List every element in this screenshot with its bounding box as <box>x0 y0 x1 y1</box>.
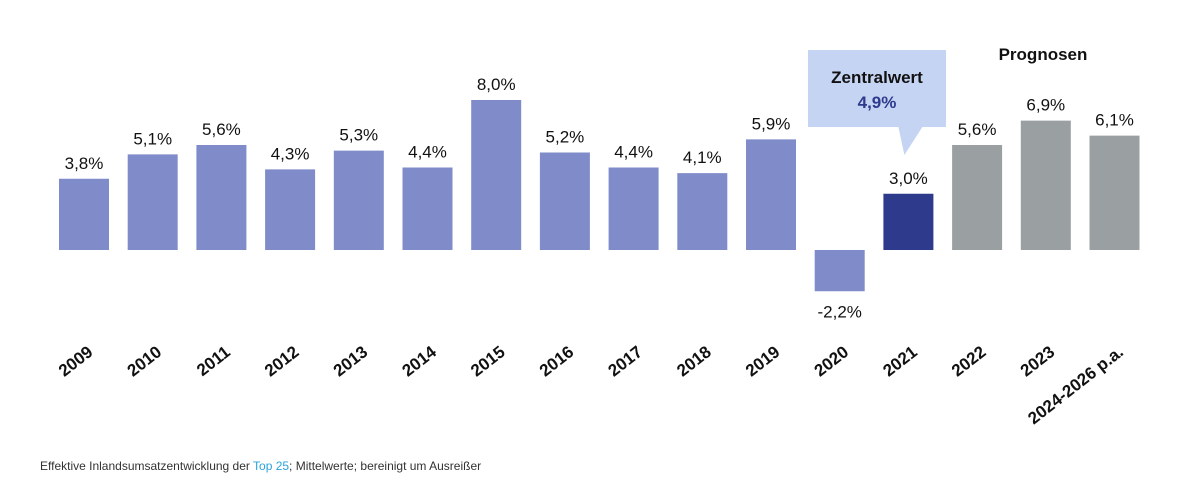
callout-value: 4,9% <box>858 93 897 112</box>
bar-2018 <box>677 173 728 250</box>
value-label-2009: 3,8% <box>65 154 104 173</box>
value-label-2018: 4,1% <box>683 148 722 167</box>
bar-2017 <box>608 167 659 250</box>
bar-2019 <box>746 139 796 250</box>
bar-2024-2026-p-a <box>1089 135 1140 250</box>
footnote-text-after: ; Mittelwerte; bereinigt um Ausreißer <box>289 459 482 473</box>
bar-2023 <box>1020 120 1071 250</box>
x-tick-labels-group: 2009 2010 2011 2012 2013 2014 2015 2016 2017 2018… <box>55 342 1127 428</box>
bar-chart: 3,8% 5,1% 5,6% 4,3% 5,3% 4,4% 8,0% 5,2% 4,4% 4,1%… <box>55 45 1140 428</box>
value-label-2019: 5,9% <box>752 114 791 133</box>
median-callout: Zentralwert 4,9% <box>808 50 946 155</box>
bar-2020 <box>814 250 865 292</box>
x-tick-2010: 2010 <box>124 342 166 380</box>
x-tick-2022: 2022 <box>948 342 990 380</box>
bars-group <box>59 100 1140 292</box>
value-label-2021: 3,0% <box>889 169 928 188</box>
x-tick-2021: 2021 <box>879 342 921 380</box>
value-labels-group: 3,8% 5,1% 5,6% 4,3% 5,3% 4,4% 8,0% 5,2% 4,4% 4,1%… <box>65 75 1134 321</box>
x-tick-2020: 2020 <box>811 342 853 380</box>
x-tick-2014: 2014 <box>398 342 440 381</box>
bar-2011 <box>196 145 247 250</box>
bar-2009 <box>59 178 109 250</box>
footnote: Effektive Inlandsumsatzentwicklung der T… <box>40 459 481 473</box>
value-label-2011: 5,6% <box>202 120 241 139</box>
callout-title: Zentralwert <box>831 68 923 87</box>
value-label-2012: 4,3% <box>271 144 310 163</box>
value-label-2023: 6,9% <box>1026 96 1065 115</box>
bar-2015 <box>471 100 522 250</box>
bar-2014 <box>402 167 453 250</box>
x-tick-2009: 2009 <box>55 342 97 380</box>
footnote-text-before: Effektive Inlandsumsatzentwicklung der <box>40 459 254 473</box>
value-label-2020: -2,2% <box>817 302 861 321</box>
x-tick-2011: 2011 <box>193 342 234 380</box>
value-label-2014: 4,4% <box>408 143 447 162</box>
bar-2012 <box>265 169 316 250</box>
value-label-2017: 4,4% <box>614 143 653 162</box>
value-label-2013: 5,3% <box>339 126 378 145</box>
x-tick-2013: 2013 <box>330 342 372 380</box>
value-label-2024-2026-p-a: 6,1% <box>1095 111 1134 130</box>
callout-box <box>808 50 946 155</box>
bar-2016 <box>539 152 590 250</box>
value-label-2016: 5,2% <box>546 128 585 147</box>
x-tick-2023: 2023 <box>1017 342 1059 380</box>
x-tick-2019: 2019 <box>742 342 784 380</box>
bar-2022 <box>952 145 1003 250</box>
bar-2010 <box>127 154 178 250</box>
x-tick-2015: 2015 <box>467 342 509 380</box>
x-tick-2018: 2018 <box>673 342 715 380</box>
bar-2013 <box>333 150 384 250</box>
value-label-2010: 5,1% <box>133 129 172 148</box>
x-tick-2012: 2012 <box>261 342 303 380</box>
x-tick-2016: 2016 <box>536 342 578 380</box>
x-tick-2017: 2017 <box>605 342 647 380</box>
bar-2021 <box>883 193 934 250</box>
forecast-group-label: Prognosen <box>999 45 1088 64</box>
footnote-highlight: Top 25 <box>253 459 290 473</box>
value-label-2022: 5,6% <box>958 120 997 139</box>
value-label-2015: 8,0% <box>477 75 516 94</box>
